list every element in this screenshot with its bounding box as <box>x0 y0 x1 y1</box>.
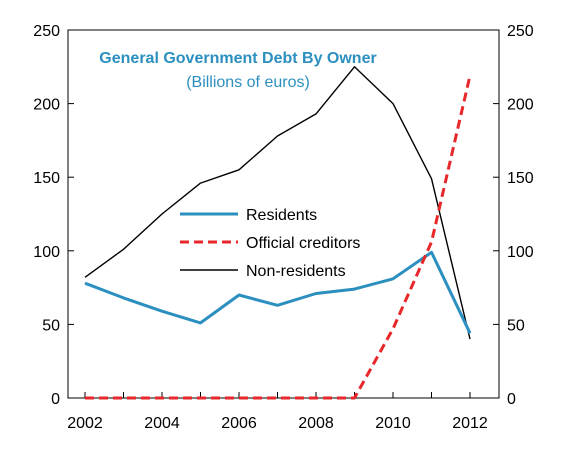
series-line-non-residents <box>84 66 471 340</box>
x-tick-label: 2010 <box>375 415 411 432</box>
axis-ticks: 0 50 100 150 200 250 0 50 100 150 200 250 2002 2004 20… <box>33 23 534 432</box>
y2-tick-label: 0 <box>507 391 516 408</box>
y-tick-label: 200 <box>33 97 60 114</box>
x-tick-label: 2012 <box>452 415 488 432</box>
y-tick-label: 50 <box>42 317 60 334</box>
y-tick-label: 250 <box>33 23 60 40</box>
y-tick-label: 150 <box>33 170 60 187</box>
x-tick-label: 2004 <box>144 415 180 432</box>
series-line-residents <box>84 250 472 334</box>
series-lines <box>84 66 472 400</box>
y2-tick-label: 100 <box>507 244 534 261</box>
y2-tick-label: 200 <box>507 97 534 114</box>
chart-subtitle: (Billions of euros) <box>186 74 310 91</box>
y2-tick-label: 250 <box>507 23 534 40</box>
y-tick-label: 100 <box>33 244 60 261</box>
series-line-official-creditors <box>85 75 472 400</box>
legend-label: Official creditors <box>246 235 360 252</box>
chart-title: General Government Debt By Owner <box>99 50 376 67</box>
legend: Residents Official creditors Non-residents <box>180 207 360 280</box>
legend-label: Non-residents <box>246 263 346 280</box>
legend-label: Residents <box>246 207 317 224</box>
y-tick-label: 0 <box>51 391 60 408</box>
x-tick-label: 2006 <box>221 415 257 432</box>
y2-tick-label: 50 <box>507 317 525 334</box>
x-tick-label: 2008 <box>298 415 334 432</box>
x-tick-label: 2002 <box>67 415 103 432</box>
y2-tick-label: 150 <box>507 170 534 187</box>
